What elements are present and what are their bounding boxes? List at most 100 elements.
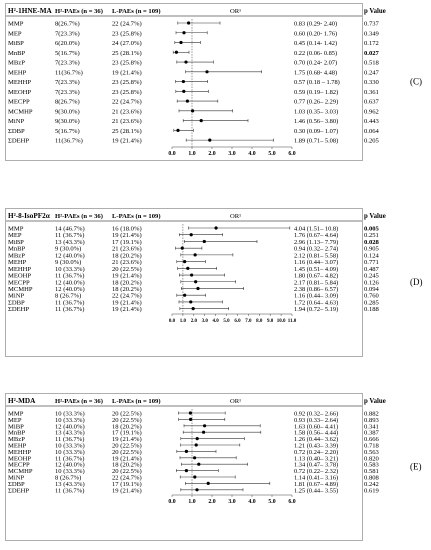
or-point xyxy=(182,31,186,35)
row-exposure-label: MCMHP xyxy=(8,286,33,293)
row-or-ci-text: 0.72 (0.22– 2.32) xyxy=(294,468,338,475)
row-or-ci-text: 1.34 (0.47– 3.78) xyxy=(294,462,338,469)
or-point xyxy=(193,253,197,257)
row-exposure-label: MiBP xyxy=(8,423,24,430)
or-point xyxy=(206,481,210,485)
group-high-header: H²-PAEs (n = 36) xyxy=(55,8,103,15)
biomarker-title: H²-MDA xyxy=(8,397,36,405)
forest-panel-3: H²-MDA H²-PAEs (n = 36) L-PAEs (n = 109) OR… xyxy=(5,393,386,541)
row-p-value: 0.330 xyxy=(364,79,380,86)
or-point xyxy=(195,437,199,441)
row-or-ci-text: 0.93 (0.33– 2.64) xyxy=(294,417,338,424)
row-high-count: 7(23.3%) xyxy=(55,79,80,86)
row-low-count: 21 (23.6%) xyxy=(112,118,142,125)
p-value-header: p Value xyxy=(364,8,386,15)
row-low-count: 20 (22.5%) xyxy=(112,266,142,273)
x-tick-label: 11.0 xyxy=(288,319,297,324)
row-p-value: 0.666 xyxy=(364,436,380,443)
row-exposure-label: MECPP xyxy=(8,99,30,106)
row-high-count: 8 (26.7%) xyxy=(55,293,81,300)
row-p-value: 0.126 xyxy=(364,279,380,286)
row-p-value: 0.245 xyxy=(364,273,380,280)
row-high-count: 12 (40.0%) xyxy=(55,462,85,469)
row-low-count: 19 (21.4%) xyxy=(112,455,142,462)
row-low-count: 22 (24.7%) xyxy=(112,475,142,482)
x-tick-label: 5.0 xyxy=(268,499,275,505)
biomarker-title: H²-8-IsoPF2α xyxy=(8,212,50,220)
or-point xyxy=(191,109,195,113)
row-exposure-label: MEHHP xyxy=(8,449,31,456)
or-point xyxy=(186,266,190,270)
row-or-ci-text: 1.16 (0.44– 3.07) xyxy=(294,259,338,266)
p-value-header: p Value xyxy=(364,213,386,220)
row-exposure-label: MMP xyxy=(8,21,24,28)
row-exposure-label: ΣDEHP xyxy=(8,138,29,145)
panel-border xyxy=(5,3,363,161)
row-p-value: 0.064 xyxy=(364,128,380,135)
row-exposure-label: MnBP xyxy=(8,430,26,437)
row-high-count: 7(23.3%) xyxy=(55,89,80,96)
row-low-count: 19 (21.4%) xyxy=(112,138,142,145)
panel-border xyxy=(5,393,363,541)
row-p-value: 0.905 xyxy=(364,246,380,253)
row-exposure-label: MECPP xyxy=(8,462,30,469)
row-or-ci-text: 1.58 (0.56– 4.44) xyxy=(294,430,338,437)
row-p-value: 0.583 xyxy=(364,462,380,469)
x-tick-label: 9.0 xyxy=(267,319,274,324)
row-exposure-label: MiBP xyxy=(8,40,24,47)
panel-label: (E) xyxy=(410,462,422,472)
x-tick-label: 10.0 xyxy=(277,319,286,324)
row-p-value: 0.443 xyxy=(364,118,380,125)
row-high-count: 9(30.0%) xyxy=(55,108,80,115)
group-low-header: L-PAEs (n = 109) xyxy=(112,8,161,15)
row-or-ci-text: 0.92 (0.32– 2.66) xyxy=(294,411,338,418)
x-tick-label: 0.0 xyxy=(168,499,175,505)
row-exposure-label: MEOHP xyxy=(8,89,31,96)
row-or-ci-text: 1.14 (0.41– 3.16) xyxy=(294,475,338,482)
row-low-count: 20 (22.5%) xyxy=(112,411,142,418)
row-p-value: 0.349 xyxy=(364,30,380,37)
row-p-value: 0.760 xyxy=(364,293,380,300)
or-point xyxy=(197,462,201,466)
row-high-count: 13 (43.3%) xyxy=(55,481,85,488)
row-high-count: 9(30.0%) xyxy=(55,118,80,125)
row-exposure-label: MnBP xyxy=(8,246,26,253)
x-tick-label: 5.0 xyxy=(268,151,275,157)
row-exposure-label: MnBP xyxy=(8,50,26,57)
row-or-ci-text: 1.46 (0.56– 3.80) xyxy=(294,118,338,125)
or-point xyxy=(182,89,186,93)
or-point xyxy=(203,424,207,428)
row-exposure-label: MEP xyxy=(8,30,22,37)
row-high-count: 11 (36.7%) xyxy=(55,306,84,313)
row-low-count: 16 (18.0%) xyxy=(112,226,142,233)
row-p-value: 0.882 xyxy=(364,411,379,418)
x-tick-label: 6.0 xyxy=(234,319,241,324)
x-tick-label: 8.0 xyxy=(256,319,263,324)
or-point xyxy=(193,456,197,460)
x-tick-label: 7.0 xyxy=(245,319,252,324)
or-point xyxy=(189,300,193,304)
row-p-value: 0.285 xyxy=(364,299,380,306)
or-point xyxy=(194,443,198,447)
row-exposure-label: ΣDEHP xyxy=(8,306,29,313)
or-point xyxy=(189,233,193,237)
row-low-count: 25 (28.1%) xyxy=(112,128,142,135)
row-p-value: 0.172 xyxy=(364,40,379,47)
row-high-count: 11 (36.7%) xyxy=(55,299,84,306)
or-point xyxy=(181,79,185,84)
row-p-value: 0.094 xyxy=(364,286,380,293)
row-high-count: 8 (26.7%) xyxy=(55,475,81,482)
row-or-ci-text: 0.72 (0.24– 2.20) xyxy=(294,449,338,456)
or-point xyxy=(205,70,209,74)
row-high-count: 10 (33.3%) xyxy=(55,266,85,273)
or-point xyxy=(199,119,203,123)
row-p-value: 0.028 xyxy=(364,239,380,246)
row-exposure-label: MiBP xyxy=(8,239,24,246)
or-point xyxy=(184,449,188,453)
or-point xyxy=(174,50,178,54)
row-exposure-label: MBzP xyxy=(8,436,25,443)
biomarker-title: H²-1HNE-MA xyxy=(8,7,52,15)
row-exposure-label: MECPP xyxy=(8,279,30,286)
row-or-ci-text: 1.21 (0.43– 3.39) xyxy=(294,443,338,450)
or-point xyxy=(191,307,195,311)
